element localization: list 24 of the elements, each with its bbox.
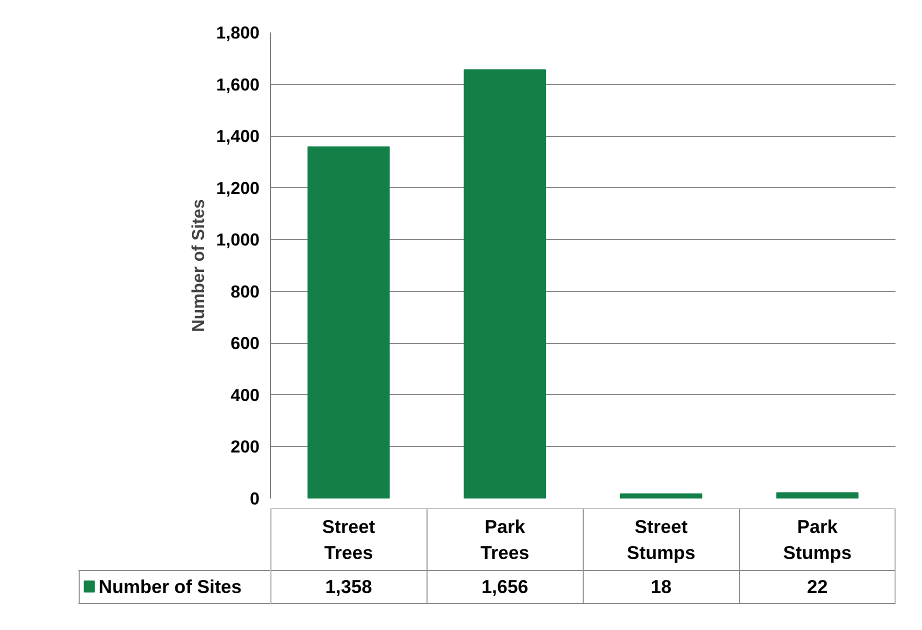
x-tick-label: Park Stumps [783,516,852,564]
data-label: 18 [650,576,672,597]
bar [464,69,546,498]
y-tick-label: 200 [230,436,260,457]
x-tick-label: Street Trees [322,516,376,564]
data-label: 1,358 [325,576,372,597]
bar [620,493,702,498]
bar [776,492,858,498]
y-tick-label: 800 [230,281,260,302]
x-tick-label: Park Trees [480,516,530,564]
legend-label: Number of Sites [98,576,242,597]
y-tick-label: 0 [250,488,260,508]
x-tick-label: Street Stumps [626,516,696,564]
y-tick-label: 400 [230,384,260,405]
bar [308,146,390,498]
y-tick-label: 1,000 [216,230,260,250]
y-tick-label: 1,800 [216,22,260,42]
y-tick-label: 1,400 [216,126,260,146]
y-tick-label: 600 [230,333,260,354]
y-tick-label: 1,200 [216,178,260,198]
data-label: 22 [807,576,828,597]
y-tick-label: 1,600 [216,74,260,94]
data-label: 1,656 [482,576,528,597]
y-axis-title: Number of Sites [188,199,208,332]
